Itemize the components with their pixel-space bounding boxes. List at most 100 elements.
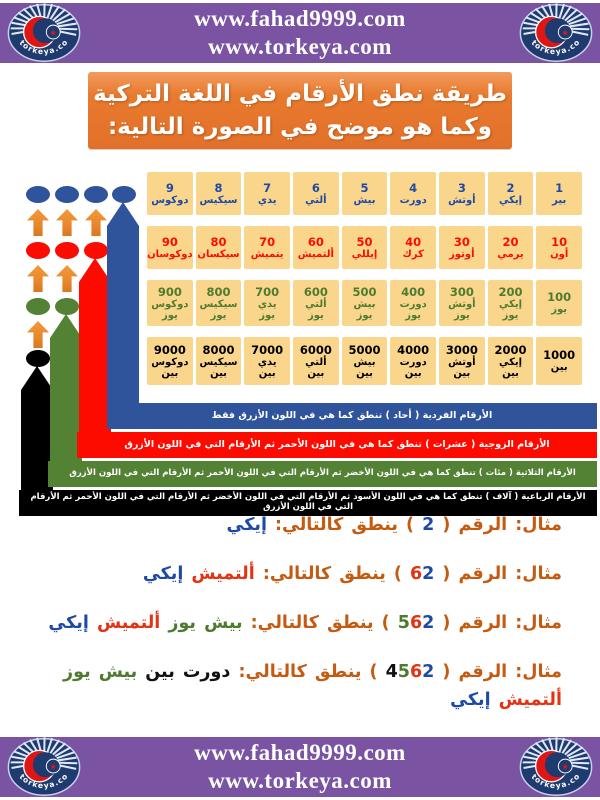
cell-pronunciation: دوكوس bbox=[151, 194, 189, 206]
site-url-1: www.fahad9999.com bbox=[194, 740, 406, 765]
table-cell-1: 1 بير bbox=[536, 172, 582, 215]
cell-pronunciation: دورت bbox=[399, 194, 427, 206]
table-cell-5000: 5000 بيش بين bbox=[341, 337, 388, 385]
table-cell-2: 2 إيكي bbox=[487, 172, 534, 215]
example-segment: ) ينطق كالتالي: bbox=[254, 564, 410, 584]
cell-number: 300 bbox=[449, 284, 474, 299]
table-cell-40: 40 كرك bbox=[390, 226, 436, 269]
rule-bar-green: الأرقام الثلاثية ( مئات ) تنطق كما هي في… bbox=[48, 461, 597, 487]
cell-number: 600 bbox=[303, 284, 328, 299]
cell-number: 20 bbox=[502, 234, 519, 249]
table-cell-90: 90 دوكوسان bbox=[147, 226, 193, 269]
example-2: مثال: الرقم ( 62 ) ينطق كالتالي: ألتميش … bbox=[16, 560, 562, 588]
cell-number: 700 bbox=[255, 284, 280, 299]
cell-number: 3 bbox=[457, 180, 466, 195]
example-segment: مثال: الرقم ( bbox=[434, 515, 562, 535]
cell-pronunciation: دورت يوز bbox=[399, 298, 427, 321]
table-cell-50: 50 إيللي bbox=[341, 226, 388, 269]
cell-pronunciation: يوز bbox=[551, 304, 568, 315]
table-cell-3: 3 أوتش bbox=[439, 172, 485, 215]
example-segment: 2 bbox=[422, 662, 435, 682]
cell-pronunciation: سيكيس يوز bbox=[199, 298, 238, 321]
cell-number: 400 bbox=[401, 284, 426, 299]
table-cell-500: 500 بيش يوز bbox=[341, 280, 388, 326]
green-band bbox=[50, 314, 82, 487]
table-cell-600: 600 ألتي يوز bbox=[293, 280, 339, 326]
example-segment: 2 bbox=[422, 515, 435, 535]
cell-number: 8 bbox=[214, 180, 223, 195]
cell-number: 8000 bbox=[202, 342, 235, 357]
cell-number: 100 bbox=[547, 290, 572, 304]
cell-pronunciation: أوتش يوز bbox=[448, 298, 476, 321]
torkeya-logo: ★ torkeya.com bbox=[514, 0, 593, 64]
table-cell-100: 100 يوز bbox=[536, 280, 582, 326]
table-cell-2000: 2000 إيكي بين bbox=[487, 337, 534, 385]
title-banner: طريقة نطق الأرقام في اللغة التركية وكما … bbox=[88, 72, 512, 149]
example-3: مثال: الرقم ( 562 ) ينطق كالتالي: بيش يو… bbox=[16, 609, 562, 637]
cell-number: 7000 bbox=[251, 342, 284, 357]
red-band bbox=[79, 258, 111, 458]
header-bar: ★ torkeya.com www.fahad9999.com www.tork… bbox=[0, 0, 600, 64]
example-segment: إيكي bbox=[226, 515, 267, 535]
cell-pronunciation: إيكي بين bbox=[498, 356, 523, 379]
cell-pronunciation: ألتي يوز bbox=[305, 298, 327, 321]
orange-up-arrow-icon bbox=[85, 209, 107, 236]
cell-pronunciation: ألتي bbox=[305, 194, 327, 206]
cell-pronunciation: بين bbox=[550, 362, 568, 373]
torkeya-logo: ★ torkeya.com bbox=[2, 0, 81, 64]
site-url-2: www.torkeya.com bbox=[208, 34, 392, 59]
page-title-line-1: طريقة نطق الأرقام في اللغة التركية bbox=[93, 80, 507, 107]
example-segment: ألتميش bbox=[183, 564, 255, 584]
cell-number: 4 bbox=[409, 180, 418, 195]
site-url-2: www.torkeya.com bbox=[208, 768, 392, 793]
cell-pronunciation: دوكوس يوز bbox=[151, 298, 189, 321]
example-segment: مثال: الرقم ( bbox=[434, 564, 562, 584]
table-cell-4000: 4000 دورت بين bbox=[390, 337, 436, 385]
cell-number: 90 bbox=[161, 234, 178, 249]
table-cell-400: 400 دورت يوز bbox=[390, 280, 436, 326]
cell-number: 500 bbox=[352, 284, 377, 299]
cell-pronunciation: إيللي bbox=[351, 248, 378, 260]
page-title-line-2: وكما هو موضح في الصورة التالية: bbox=[107, 113, 493, 140]
cell-number: 200 bbox=[498, 284, 523, 299]
example-segment: ) ينطق كالتالي: bbox=[242, 613, 398, 633]
table-cell-700: 700 يدي يوز bbox=[244, 280, 290, 326]
torkeya-logo-icon: ★ torkeya.com bbox=[514, 0, 593, 62]
example-segment: إيكي bbox=[48, 613, 89, 633]
cell-pronunciation: بيش bbox=[353, 194, 376, 206]
table-cell-6: 6 ألتي bbox=[293, 172, 339, 215]
cell-pronunciation: يدي يوز bbox=[257, 298, 277, 321]
table-cell-9000: 9000 دوكوس بين bbox=[147, 337, 193, 385]
green-oval bbox=[55, 298, 79, 315]
cell-pronunciation: أون bbox=[550, 248, 569, 260]
table-cell-1000: 1000 بين bbox=[536, 337, 582, 385]
table-cell-20: 20 يرمي bbox=[487, 226, 534, 269]
cell-pronunciation: إيكي bbox=[498, 194, 523, 206]
black-oval bbox=[26, 350, 50, 367]
cell-pronunciation: يدي bbox=[257, 194, 277, 206]
cell-pronunciation: كرك bbox=[402, 248, 424, 260]
cell-number: 70 bbox=[259, 234, 276, 249]
cell-number: 6 bbox=[311, 180, 320, 195]
cell-pronunciation: دوكوسان bbox=[147, 248, 193, 260]
cell-number: 50 bbox=[356, 234, 373, 249]
example-segment: بيش يوز bbox=[63, 662, 138, 682]
torkeya-logo: ★ torkeya.com bbox=[2, 730, 81, 798]
cell-number: 6000 bbox=[299, 342, 332, 357]
table-cell-8: 8 سيكيس bbox=[195, 172, 242, 215]
cell-number: 2000 bbox=[494, 342, 527, 357]
cell-number: 10 bbox=[551, 234, 568, 249]
cell-number: 800 bbox=[206, 284, 231, 299]
cell-pronunciation: سيكيس bbox=[199, 194, 238, 206]
cell-pronunciation: بير bbox=[552, 194, 567, 206]
table-cell-9: 9 دوكوس bbox=[147, 172, 193, 215]
svg-text:★: ★ bbox=[50, 27, 57, 37]
table-cell-6000: 6000 ألتي بين bbox=[293, 337, 339, 385]
cell-pronunciation: سيكيس بين bbox=[199, 356, 238, 379]
table-cell-70: 70 يتميش bbox=[244, 226, 290, 269]
numbers-table: 1 بير 2 إيكي 3 أوتش 4 دورت 5 بيش 6 ألتي 7 يدي 8 سيكيس 9 د… bbox=[147, 172, 582, 385]
blue-oval bbox=[84, 186, 108, 203]
cell-pronunciation: دورت بين bbox=[399, 356, 427, 379]
cell-pronunciation: يدي بين bbox=[257, 356, 277, 379]
blue-oval bbox=[26, 186, 50, 203]
